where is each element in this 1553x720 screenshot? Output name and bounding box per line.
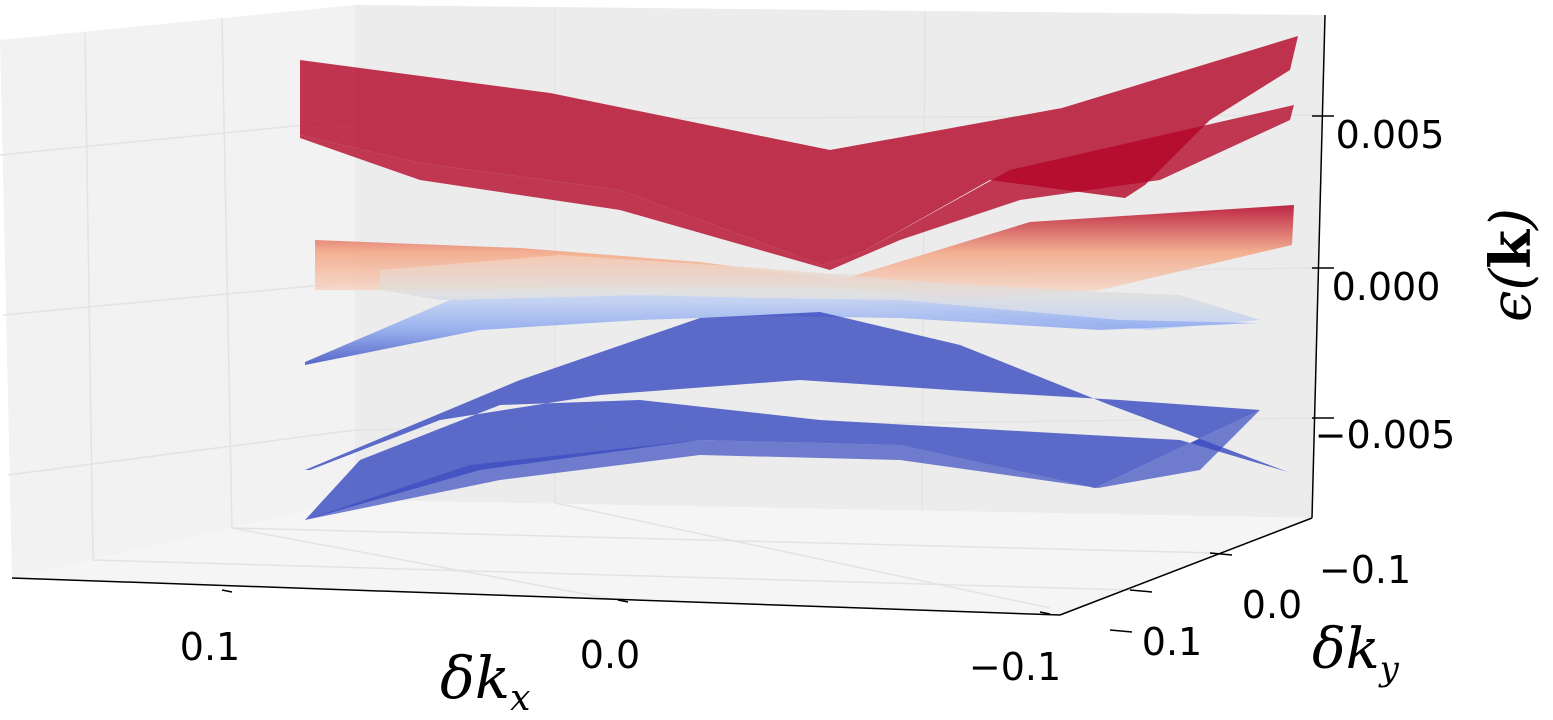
y-tick-label: 0.1 <box>1142 620 1202 664</box>
axis-ticks: 0.1 0.0 −0.1 −0.1 0.0 0.1 0.005 0.000 −0.005 <box>180 113 1456 689</box>
y-tick-mark <box>1209 552 1233 556</box>
z-axis-line <box>1311 14 1326 519</box>
x-axis-line <box>11 577 1061 616</box>
y-axis-label: δky <box>1312 617 1400 689</box>
x-tick-mark <box>617 599 629 603</box>
left-pane <box>0 5 355 578</box>
z-axis-label: ϵ(k) <box>1478 208 1544 322</box>
x-tick-label: 0.1 <box>180 625 240 669</box>
x-tick-mark <box>1039 611 1051 615</box>
z-tick-label: 0.000 <box>1332 265 1441 309</box>
y-tick-label: 0.0 <box>1242 583 1302 627</box>
z-tick-label: −0.005 <box>1315 413 1456 457</box>
band-1-surface <box>300 36 1298 265</box>
band-5b-surface <box>305 410 1260 520</box>
x-tick-mark <box>221 589 233 593</box>
x-tick-label: −0.1 <box>969 645 1061 689</box>
band-5-surface <box>305 312 1288 520</box>
z-tick-label: 0.005 <box>1336 113 1445 157</box>
x-tick-label: 0.0 <box>580 633 640 677</box>
axis-lines <box>11 14 1326 616</box>
band-4-surface-lower <box>305 295 1258 365</box>
band-surfaces <box>300 36 1298 520</box>
band-1b-surface <box>300 105 1294 270</box>
x-axis-label: δkx <box>440 644 530 719</box>
band-3-surface-center <box>380 255 1260 330</box>
y-tick-mark <box>1109 629 1133 633</box>
y-tick-label: −0.1 <box>1319 548 1411 592</box>
y-axis-line <box>1059 517 1313 616</box>
y-tick-mark <box>1129 589 1153 593</box>
